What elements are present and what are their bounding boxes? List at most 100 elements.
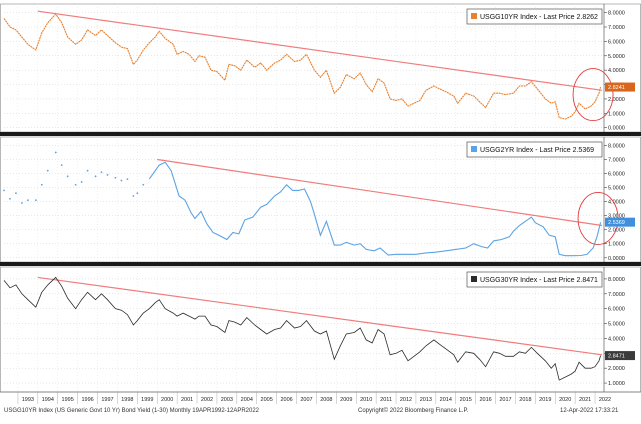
data-point xyxy=(100,171,103,174)
y-tick-label: 3.0000 xyxy=(608,214,625,220)
data-point xyxy=(94,175,97,178)
y-tick-label: 6.0000 xyxy=(608,172,625,178)
legend-label: USGG2YR Index - Last Price 2.5369 xyxy=(480,147,594,154)
last-price-badge xyxy=(605,217,635,227)
y-tick-label: 5.0000 xyxy=(608,54,625,60)
data-point xyxy=(74,183,77,186)
x-tick-label: 2009 xyxy=(340,397,352,403)
y-tick-label: 1.0000 xyxy=(608,242,625,248)
panel-separator xyxy=(0,262,641,266)
last-price-badge-label: 2.5369 xyxy=(608,220,625,226)
data-point xyxy=(26,199,29,202)
y-tick-label: 1.0000 xyxy=(608,111,625,117)
trendline xyxy=(37,10,603,91)
x-tick-label: 2013 xyxy=(420,397,432,403)
x-tick-label: 1994 xyxy=(42,397,54,403)
y-tick-label: 6.0000 xyxy=(608,39,625,45)
x-tick-label: 2018 xyxy=(519,397,531,403)
data-point xyxy=(80,181,83,183)
legend-box xyxy=(466,271,603,288)
legend-box xyxy=(466,8,603,25)
y-tick-label: 5.0000 xyxy=(608,322,625,328)
y-tick-label: 1.0000 xyxy=(608,381,625,387)
footer-security-description: USGG10YR Index (US Generic Govt 10 Yr) B… xyxy=(4,408,260,414)
y-grid: 8.00007.00006.00005.00004.00003.00002.00… xyxy=(4,4,625,132)
panel-us10y: 8.00007.00006.00005.00004.00003.00002.00… xyxy=(0,3,641,136)
x-tick-label: 2012 xyxy=(400,397,412,403)
panel-us30y: 8.00007.00006.00005.00004.00003.00002.00… xyxy=(0,266,641,393)
x-axis: 1993 1994 1995 1996 1997 1998 1999 2000 2001 2002… xyxy=(0,391,641,404)
footer-timestamp: 12-Apr-2022 17:33:21 xyxy=(560,408,619,414)
data-point xyxy=(86,169,89,172)
y-tick-label: 2.0000 xyxy=(608,228,625,234)
series-line xyxy=(148,161,602,257)
x-tick-label: 1998 xyxy=(121,397,133,403)
data-point xyxy=(21,202,23,204)
x-tick-label: 2001 xyxy=(181,397,193,403)
trendline xyxy=(157,158,603,227)
x-tick-label: 2000 xyxy=(161,397,173,403)
legend-swatch xyxy=(471,146,477,152)
y-tick-label: 7.0000 xyxy=(608,157,625,163)
x-tick-label: 2021 xyxy=(579,397,591,403)
x-tick-label: 2015 xyxy=(460,397,472,403)
data-point xyxy=(54,151,57,154)
legend-box xyxy=(466,141,603,158)
panel-us2y: 8.0000 7.0000 6.0000 5.0000 4.0000 3.0000 2.00… xyxy=(0,136,641,266)
last-price-badge-label: 2.8241 xyxy=(608,85,625,91)
data-point xyxy=(46,169,49,172)
data-point xyxy=(106,174,109,176)
data-point xyxy=(126,178,129,181)
y-tick-label: 8.0000 xyxy=(608,277,625,283)
data-point xyxy=(34,199,37,202)
y-tick-label: 2.0000 xyxy=(608,97,625,103)
legend-swatch xyxy=(471,13,477,19)
data-point xyxy=(3,189,5,192)
data-point xyxy=(132,195,135,197)
highlight-circle xyxy=(572,68,614,122)
panel-frame xyxy=(0,136,641,263)
legend: USGG30YR Index - Last Price 2.8471 xyxy=(466,271,603,288)
y-tick-label: 7.0000 xyxy=(608,292,625,298)
y-tick-label: 8.0000 xyxy=(608,11,625,17)
x-tick-label: 2005 xyxy=(261,397,273,403)
series-line xyxy=(3,276,601,381)
x-tick-label: 1995 xyxy=(62,397,74,403)
x-tick-label: 2019 xyxy=(539,397,551,403)
panel-frame xyxy=(0,3,641,133)
y-tick-label: 4.0000 xyxy=(608,200,625,206)
panel-frame xyxy=(0,266,641,393)
series-us2y xyxy=(3,151,602,257)
x-tick-label: 2017 xyxy=(499,397,511,403)
last-price-badge xyxy=(605,82,635,92)
x-tick-label: 2006 xyxy=(280,397,292,403)
y-tick-label: 4.0000 xyxy=(608,68,625,74)
trendline xyxy=(37,276,603,356)
x-tick-label: 1997 xyxy=(101,397,113,403)
y-grid: 8.00007.00006.00005.00004.00003.00002.00… xyxy=(4,267,625,392)
x-tick-label: 2014 xyxy=(440,397,452,403)
x-tick-label: 2003 xyxy=(221,397,233,403)
legend: USGG2YR Index - Last Price 2.5369 xyxy=(466,141,603,158)
last-price-badge xyxy=(605,351,635,361)
y-tick-label: 6.0000 xyxy=(608,307,625,313)
x-tick-label: 1993 xyxy=(22,397,34,403)
x-tick-label: 2002 xyxy=(201,397,213,403)
legend-swatch xyxy=(471,276,477,282)
x-tick-label: 2020 xyxy=(559,397,571,403)
footer-bar: USGG10YR Index (US Generic Govt 10 Yr) B… xyxy=(0,405,641,419)
x-tick-label: 1996 xyxy=(81,397,93,403)
data-point xyxy=(120,179,123,182)
x-tick-label: 2010 xyxy=(360,397,372,403)
data-point xyxy=(136,192,139,195)
legend-label: USGG10YR Index - Last Price 2.8262 xyxy=(480,14,598,21)
y-tick-label: 0.0000 xyxy=(608,256,625,262)
data-point xyxy=(142,183,145,186)
x-tick-label: 1999 xyxy=(141,397,153,403)
y-tick-label: 8.0000 xyxy=(608,143,625,149)
legend-label: USGG30YR Index - Last Price 2.8471 xyxy=(480,277,598,284)
y-tick-label: 7.0000 xyxy=(608,25,625,31)
x-tick-label: 2008 xyxy=(320,397,332,403)
